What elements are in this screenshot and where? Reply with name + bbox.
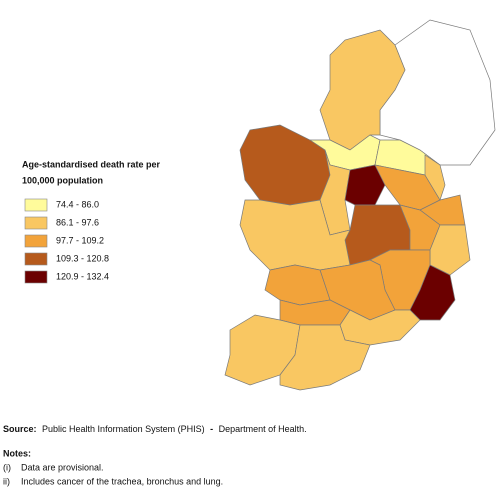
note-text: Includes cancer of the trachea, bronchus… [21,476,223,486]
source-text: Public Health Information System (PHIS) [42,424,205,434]
note-marker: (i) [3,462,11,472]
legend-swatch [24,270,48,284]
source-separator: - [210,424,213,434]
legend-swatch [24,252,48,266]
legend-label: 86.1 - 97.6 [56,217,99,227]
note-marker: ii) [3,476,10,486]
notes: (i) Data are provisional. ii) Includes canc… [3,462,223,486]
legend-label: 74.4 - 86.0 [56,199,99,209]
source-label: Source: [3,424,37,434]
legend-title: Age-standardised death rate per [22,159,161,169]
legend-label: 109.3 - 120.8 [56,253,109,263]
region [319,29,406,151]
notes-title: Notes: [3,448,31,458]
legend-swatch [24,234,48,248]
region [239,199,351,271]
source-line: Source: Public Health Information System… [3,424,307,434]
legend-swatch [24,198,48,212]
region [424,154,446,201]
legend-label: 120.9 - 132.4 [56,271,109,281]
legend: 74.4 - 86.0 86.1 - 97.6 97.7 - 109.2 109.3 … [24,198,109,284]
legend-label: 97.7 - 109.2 [56,235,104,245]
region [264,264,331,306]
region [239,124,331,206]
map [224,19,496,391]
note-text: Data are provisional. [21,462,104,472]
source-department: Department of Health. [219,424,307,434]
region [409,264,456,321]
legend-swatch [24,216,48,230]
region [279,324,371,391]
legend-title: 100,000 population [22,175,103,185]
